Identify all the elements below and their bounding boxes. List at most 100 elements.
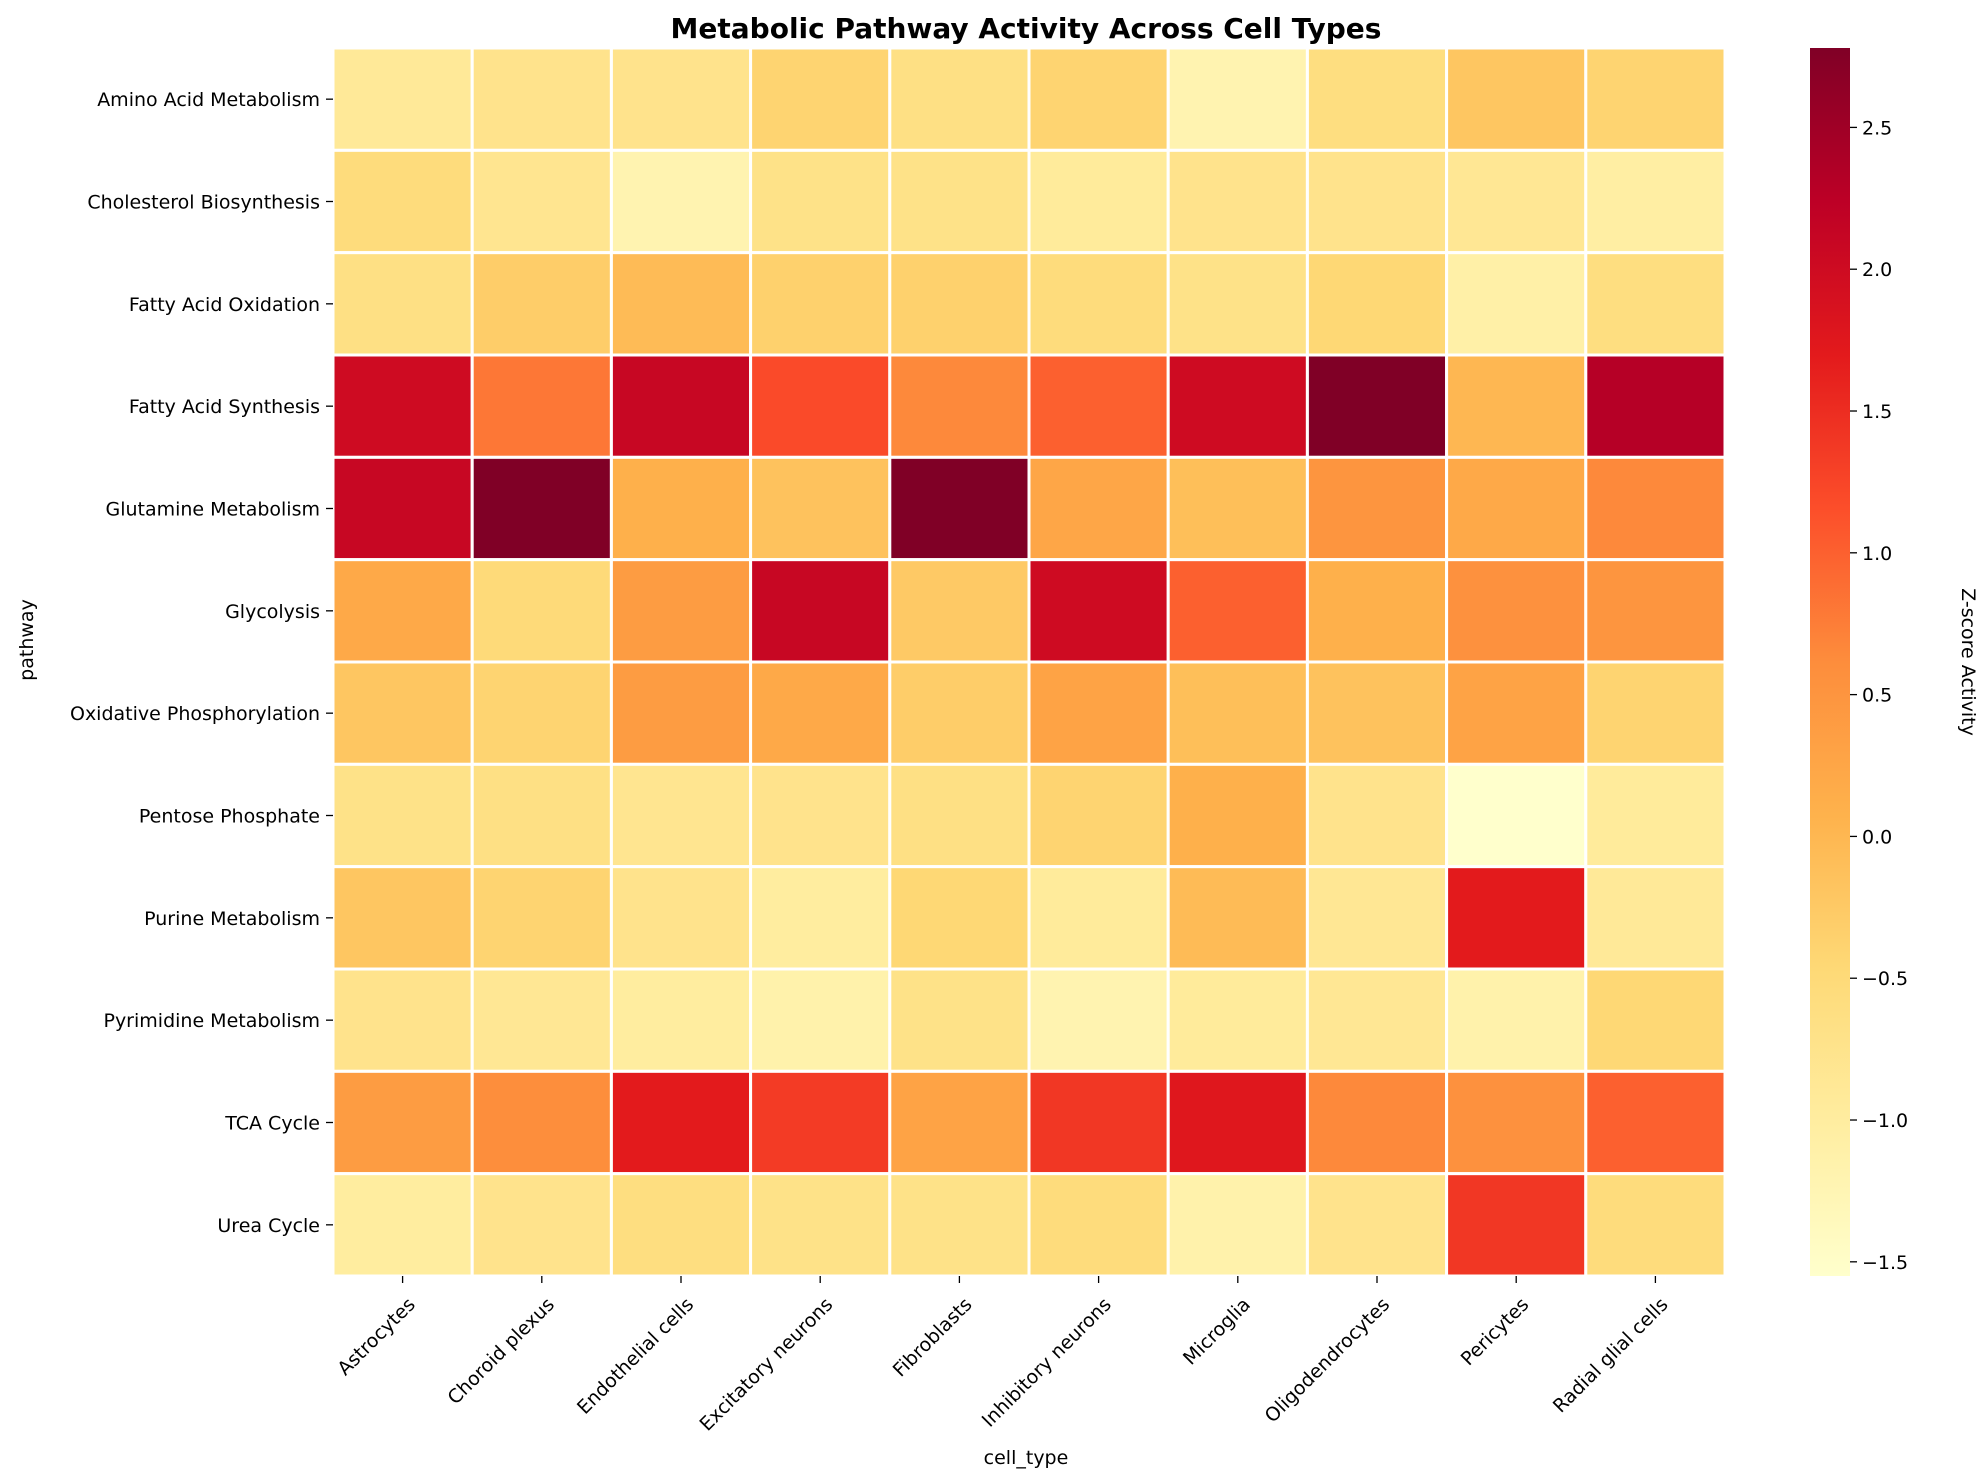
heatmap-cell (609, 251, 753, 357)
y-tick-label: Urea Cycle (217, 1215, 320, 1237)
heatmap-cell (749, 967, 892, 1073)
heatmap-cell (1445, 455, 1588, 562)
y-axis-ticks: Amino Acid Metabolism Cholesterol Biosynt… (70, 89, 333, 1237)
heatmap-cell (749, 865, 892, 971)
heatmap-cell (609, 1069, 753, 1176)
heatmap-cell (609, 46, 753, 152)
heatmap-cell (1305, 251, 1449, 357)
heatmap-cell (470, 1172, 613, 1278)
heatmap-cell (1584, 865, 1727, 971)
colorbar-tick-label: 2.0 (1862, 259, 1892, 281)
y-tick-label: Oxidative Phosphorylation (70, 703, 320, 725)
heatmap-cell (1305, 148, 1449, 255)
colorbar-ticks: −1.5 −1.0 −0.5 0.0 0.5 1.0 1.5 2.0 2.5 (1850, 117, 1908, 1274)
heatmap-cell (1584, 558, 1727, 664)
heatmap-cell (888, 455, 1031, 562)
heatmap-cell (749, 46, 892, 152)
heatmap-cell (1166, 660, 1309, 766)
heatmap-cell (749, 1069, 892, 1176)
heatmap-cell (470, 148, 613, 255)
heatmap-cell (1166, 967, 1309, 1073)
heatmap-cell (888, 762, 1031, 869)
heatmap-cell (1445, 353, 1588, 459)
heatmap-cell (1445, 660, 1588, 766)
heatmap-cell (1027, 558, 1170, 664)
heatmap-cell (609, 865, 753, 971)
colorbar-tick-label: −1.5 (1862, 1252, 1908, 1274)
heatmap-cell (609, 148, 753, 255)
heatmap-cells (331, 46, 1727, 1278)
heatmap-cell (331, 1069, 474, 1176)
heatmap-cell (1166, 1172, 1309, 1278)
y-tick-label: Cholesterol Biosynthesis (87, 192, 320, 214)
heatmap-cell (1027, 251, 1170, 357)
heatmap-cell (1445, 558, 1588, 664)
heatmap-cell (1027, 46, 1170, 152)
heatmap-cell (470, 660, 613, 766)
heatmap-cell (331, 251, 474, 357)
heatmap-cell (1584, 251, 1727, 357)
x-axis-ticks: Astrocytes Choroid plexus Endothelial cell… (333, 1276, 1673, 1436)
y-tick-label: Pentose Phosphate (139, 806, 320, 828)
heatmap-cell (1027, 865, 1170, 971)
heatmap-cell (1305, 353, 1449, 459)
heatmap-cell (470, 251, 613, 357)
x-tick-label: Endothelial cells (573, 1294, 698, 1419)
heatmap-cell (331, 353, 474, 459)
heatmap-cell (1305, 762, 1449, 869)
heatmap-cell (331, 455, 474, 562)
colorbar-tick-label: −0.5 (1862, 968, 1908, 990)
colorbar (1810, 48, 1850, 1276)
heatmap-cell (1027, 1172, 1170, 1278)
heatmap-cell (1305, 1172, 1449, 1278)
heatmap-cell (470, 353, 613, 459)
heatmap-cell (1166, 251, 1309, 357)
heatmap-cell (888, 353, 1031, 459)
x-tick-label: Radial glial cells (1549, 1294, 1673, 1418)
colorbar-tick-label: 1.5 (1862, 401, 1892, 423)
heatmap-cell (1166, 46, 1309, 152)
heatmap-cell (331, 967, 474, 1073)
x-tick-label: Fibroblasts (889, 1294, 977, 1382)
heatmap-cell (1305, 967, 1449, 1073)
heatmap-cell (1027, 967, 1170, 1073)
heatmap-cell (609, 353, 753, 459)
y-tick-label: Glycolysis (225, 601, 320, 623)
colorbar-tick-label: 0.0 (1862, 826, 1892, 848)
heatmap-cell (1584, 1172, 1727, 1278)
y-axis-label: pathway (16, 599, 38, 681)
x-tick-label: Excitatory neurons (695, 1294, 837, 1436)
heatmap-cell (888, 251, 1031, 357)
heatmap-cell (1445, 148, 1588, 255)
heatmap-cell (1027, 1069, 1170, 1176)
heatmap-cell (609, 558, 753, 664)
heatmap-cell (609, 967, 753, 1073)
heatmap-cell (1305, 455, 1449, 562)
heatmap-cell (470, 1069, 613, 1176)
heatmap-cell (1166, 865, 1309, 971)
heatmap-cell (888, 148, 1031, 255)
heatmap-cell (331, 148, 474, 255)
heatmap-cell (1027, 353, 1170, 459)
heatmap-cell (470, 865, 613, 971)
heatmap-cell (1445, 967, 1588, 1073)
colorbar-tick-label: 1.0 (1862, 543, 1892, 565)
heatmap-cell (888, 46, 1031, 152)
y-tick-label: Amino Acid Metabolism (97, 89, 320, 111)
heatmap-cell (1305, 46, 1449, 152)
heatmap-cell (470, 967, 613, 1073)
y-tick-label: TCA Cycle (224, 1113, 320, 1135)
heatmap-cell (888, 1069, 1031, 1176)
heatmap-cell (470, 455, 613, 562)
y-tick-label: Pyrimidine Metabolism (103, 1010, 320, 1032)
heatmap-cell (1445, 1172, 1588, 1278)
heatmap-cell (749, 660, 892, 766)
heatmap-cell (1166, 1069, 1309, 1176)
heatmap-cell (1166, 455, 1309, 562)
heatmap-cell (888, 558, 1031, 664)
heatmap-cell (749, 1172, 892, 1278)
x-tick-label: Pericytes (1457, 1294, 1534, 1371)
heatmap-cell (749, 762, 892, 869)
colorbar-tick-label: −1.0 (1862, 1110, 1908, 1132)
y-tick-label: Fatty Acid Synthesis (129, 396, 320, 418)
